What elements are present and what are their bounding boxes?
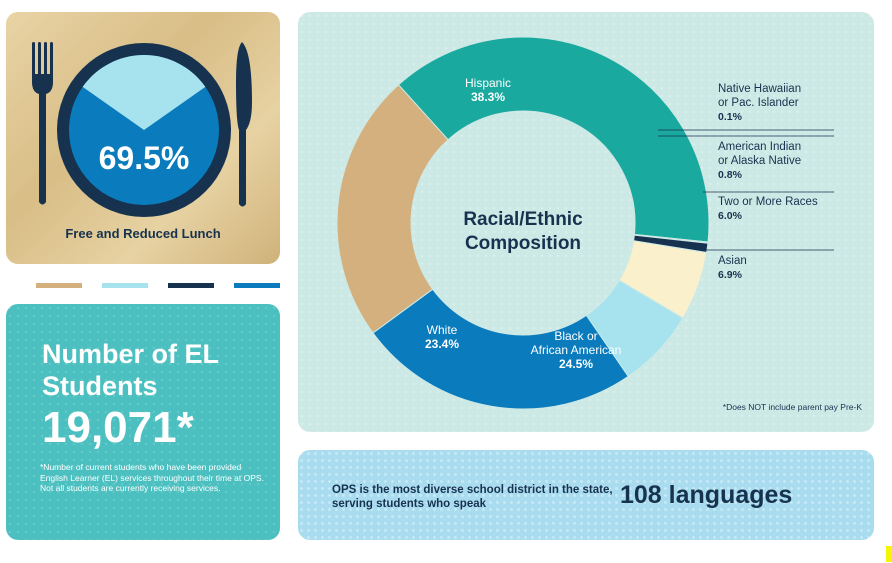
languages-count: 108 languages (620, 481, 793, 509)
racial-composition-panel: Hispanic 38.3% Native Hawaiian or Pac. Isla… (298, 12, 874, 432)
lunch-label: Free and Reduced Lunch (65, 226, 221, 241)
label-american-indian-or-alaska-native: American Indian or Alaska Native 0.8% (718, 141, 801, 181)
swatch-blue (234, 283, 280, 288)
lunch-panel: 69.5% Free and Reduced Lunch (6, 12, 280, 264)
languages-panel: OPS is the most diverse school district … (298, 450, 874, 540)
label-two-or-more-races: Two or More Races 6.0% (718, 196, 818, 222)
fork-icon (32, 42, 53, 205)
swatch-light-blue (102, 283, 148, 288)
corner-mark (886, 546, 892, 562)
slice-black-or-african-american (372, 288, 629, 410)
label-asian: Asian 6.9% (718, 255, 747, 281)
chart-footnote: *Does NOT include parent pay Pre-K (722, 402, 862, 412)
label-native-hawaiian-or-pac-islander: Native Hawaiian or Pac. Islander 0.1% (718, 83, 801, 123)
slice-hispanic (397, 36, 710, 243)
label-black-or-african-american: Black or African American 24.5% (531, 329, 622, 371)
knife-icon (236, 42, 252, 207)
el-title: Number of EL Students (42, 339, 219, 401)
lunch-remaining-slice (82, 55, 206, 130)
el-count: 19,071* (42, 403, 194, 452)
swatch-tan (36, 283, 82, 288)
chart-title: Racial/Ethnic Composition (463, 209, 583, 254)
slice-white (336, 84, 449, 334)
lunch-percentage: 69.5% (98, 140, 190, 176)
swatch-navy (168, 283, 214, 288)
plate-illustration (32, 42, 252, 217)
el-students-panel: Number of EL Students 19,071* *Number of… (6, 304, 280, 540)
donut-chart: Hispanic 38.3% Native Hawaiian or Pac. Isla… (336, 36, 834, 410)
languages-text: OPS is the most diverse school district … (332, 484, 613, 510)
label-white: White 23.4% (425, 323, 459, 351)
el-note: *Number of current students who have bee… (40, 462, 264, 493)
label-hispanic: Hispanic 38.3% (465, 76, 511, 104)
